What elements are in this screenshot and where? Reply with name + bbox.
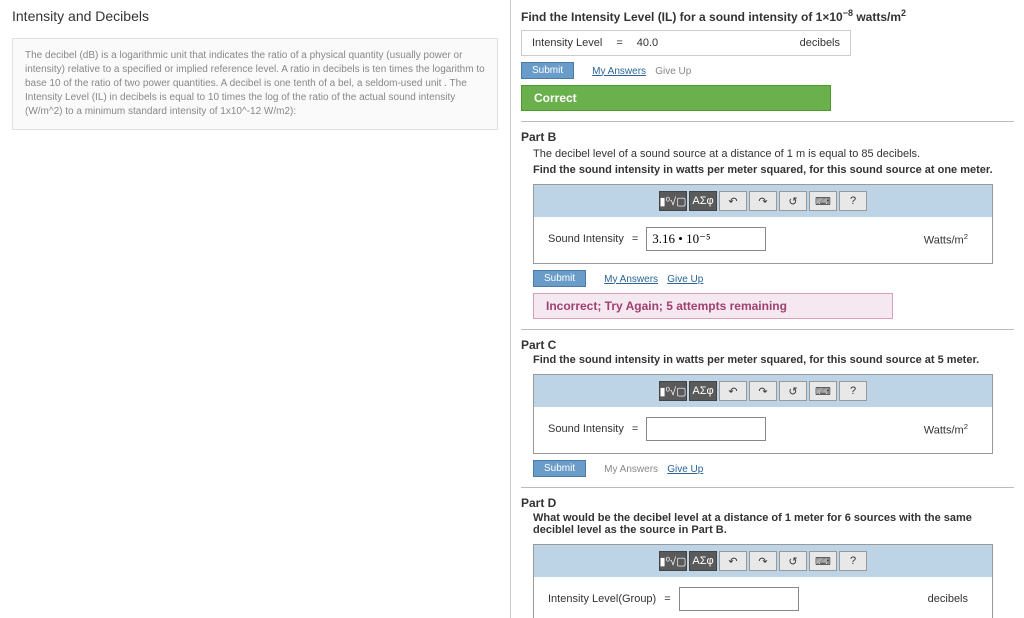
- undo-icon[interactable]: ↶: [719, 381, 747, 401]
- templates-icon[interactable]: ▮⁰√▢: [659, 381, 687, 401]
- submit-button[interactable]: Submit: [521, 62, 574, 79]
- separator: [521, 487, 1014, 488]
- equation-toolbar: ▮⁰√▢ ΑΣφ ↶ ↷ ↺ ⌨ ?: [534, 375, 992, 407]
- symbols-icon[interactable]: ΑΣφ: [689, 381, 717, 401]
- part-a-title: Find the Intensity Level (IL) for a soun…: [521, 8, 1014, 24]
- part-b-desc: The decibel level of a sound source at a…: [533, 148, 1014, 160]
- sound-intensity-label: Sound Intensity: [548, 423, 624, 435]
- decibel-info: The decibel (dB) is a logarithmic unit t…: [12, 38, 498, 130]
- my-answers-link[interactable]: My Answers: [592, 66, 646, 77]
- symbols-icon[interactable]: ΑΣφ: [689, 551, 717, 571]
- separator: [521, 121, 1014, 122]
- keyboard-icon[interactable]: ⌨: [809, 191, 837, 211]
- left-panel: Intensity and Decibels The decibel (dB) …: [0, 0, 510, 618]
- give-up-link[interactable]: Give Up: [655, 66, 691, 77]
- part-a-button-row: Submit My Answers Give Up: [521, 62, 1014, 79]
- intensity-level-label: Intensity Level: [532, 37, 602, 49]
- part-d-input-box: ▮⁰√▢ ΑΣφ ↶ ↷ ↺ ⌨ ? Intensity Level(Group…: [533, 544, 993, 618]
- part-d-instr: What would be the decibel level at a dis…: [533, 512, 1014, 536]
- reset-icon[interactable]: ↺: [779, 191, 807, 211]
- undo-icon[interactable]: ↶: [719, 551, 747, 571]
- submit-button[interactable]: Submit: [533, 270, 586, 287]
- templates-icon[interactable]: ▮⁰√▢: [659, 191, 687, 211]
- intensity-level-units: decibels: [800, 37, 840, 49]
- keyboard-icon[interactable]: ⌨: [809, 551, 837, 571]
- keyboard-icon[interactable]: ⌨: [809, 381, 837, 401]
- part-c-button-row: Submit My Answers Give Up: [533, 460, 1014, 477]
- part-c-instr: Find the sound intensity in watts per me…: [533, 354, 1014, 366]
- reset-icon[interactable]: ↺: [779, 381, 807, 401]
- units-label: Watts/m2: [924, 422, 968, 437]
- give-up-link[interactable]: Give Up: [667, 274, 703, 285]
- help-icon[interactable]: ?: [839, 191, 867, 211]
- my-answers-link[interactable]: My Answers: [604, 274, 658, 285]
- part-b-label: Part B: [521, 130, 1014, 144]
- part-d-label: Part D: [521, 496, 1014, 510]
- my-answers-link[interactable]: My Answers: [604, 464, 658, 475]
- sound-intensity-input[interactable]: [646, 227, 766, 251]
- right-panel: Find the Intensity Level (IL) for a soun…: [510, 0, 1024, 618]
- part-a-answer-row: Intensity Level = 40.0 decibels: [521, 30, 851, 56]
- intensity-level-value: 40.0: [637, 37, 658, 49]
- part-b-instr: Find the sound intensity in watts per me…: [533, 164, 1014, 176]
- help-icon[interactable]: ?: [839, 551, 867, 571]
- intensity-level-group-label: Intensity Level(Group): [548, 593, 656, 605]
- part-b-input-box: ▮⁰√▢ ΑΣφ ↶ ↷ ↺ ⌨ ? Sound Intensity = Wat…: [533, 184, 993, 264]
- status-incorrect: Incorrect; Try Again; 5 attempts remaini…: [533, 293, 893, 319]
- redo-icon[interactable]: ↷: [749, 191, 777, 211]
- redo-icon[interactable]: ↷: [749, 381, 777, 401]
- part-b-button-row: Submit My Answers Give Up: [533, 270, 1014, 287]
- units-label: Watts/m2: [924, 232, 968, 247]
- equation-toolbar: ▮⁰√▢ ΑΣφ ↶ ↷ ↺ ⌨ ?: [534, 545, 992, 577]
- help-icon[interactable]: ?: [839, 381, 867, 401]
- units-label: decibels: [928, 593, 968, 605]
- sound-intensity-input[interactable]: [646, 417, 766, 441]
- sound-intensity-label: Sound Intensity: [548, 233, 624, 245]
- separator: [521, 329, 1014, 330]
- part-c-input-box: ▮⁰√▢ ΑΣφ ↶ ↷ ↺ ⌨ ? Sound Intensity = Wat…: [533, 374, 993, 454]
- intensity-level-group-input[interactable]: [679, 587, 799, 611]
- reset-icon[interactable]: ↺: [779, 551, 807, 571]
- templates-icon[interactable]: ▮⁰√▢: [659, 551, 687, 571]
- page-title: Intensity and Decibels: [12, 8, 498, 24]
- part-c-label: Part C: [521, 338, 1014, 352]
- redo-icon[interactable]: ↷: [749, 551, 777, 571]
- symbols-icon[interactable]: ΑΣφ: [689, 191, 717, 211]
- give-up-link[interactable]: Give Up: [667, 464, 703, 475]
- submit-button[interactable]: Submit: [533, 460, 586, 477]
- status-correct: Correct: [521, 85, 831, 111]
- equation-toolbar: ▮⁰√▢ ΑΣφ ↶ ↷ ↺ ⌨ ?: [534, 185, 992, 217]
- undo-icon[interactable]: ↶: [719, 191, 747, 211]
